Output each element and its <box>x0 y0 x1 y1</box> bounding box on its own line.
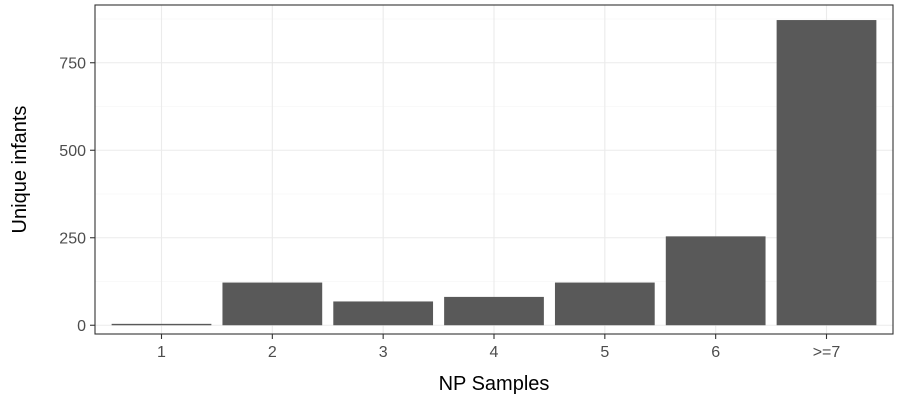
x-tick-label: 3 <box>379 344 388 361</box>
x-tick-label: 4 <box>490 344 499 361</box>
bar-4 <box>444 296 544 326</box>
bar-5 <box>554 282 655 326</box>
bar->=7 <box>776 20 877 326</box>
bar-1 <box>111 323 212 326</box>
x-tick-label: 5 <box>600 344 609 361</box>
y-tick-label: 250 <box>59 230 86 247</box>
y-tick-label: 500 <box>59 143 86 160</box>
x-tick-label: 2 <box>268 344 277 361</box>
x-tick-label: 1 <box>157 344 166 361</box>
y-tick-label: 0 <box>77 318 86 335</box>
y-tick-label: 750 <box>59 55 86 72</box>
x-tick-label: 6 <box>711 344 720 361</box>
x-axis-title: NP Samples <box>439 373 550 395</box>
x-axis: 1 2 3 4 5 6 >=7 <box>157 334 840 361</box>
bar-6 <box>665 236 766 326</box>
x-tick-label: >=7 <box>813 344 841 361</box>
y-axis-title: Unique infants <box>9 106 31 234</box>
bars <box>111 20 877 326</box>
bar-3 <box>333 301 434 326</box>
y-axis: 0 250 500 750 <box>59 55 95 335</box>
bar-2 <box>222 282 323 326</box>
